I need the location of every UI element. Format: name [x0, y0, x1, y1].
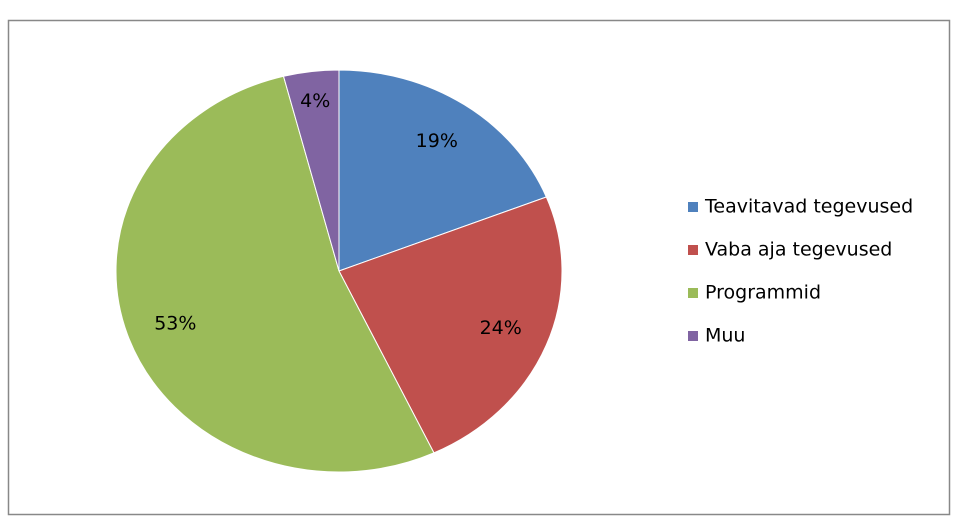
pie-slice — [338, 196, 563, 454]
legend-label: Vaba aja tegevused — [705, 239, 892, 261]
legend-swatch — [688, 202, 698, 212]
legend-label: Teavitavad tegevused — [704, 196, 913, 218]
legend-swatch — [688, 331, 698, 341]
data-label: 4% — [300, 90, 330, 112]
data-label: 53% — [154, 313, 196, 335]
pie-slice — [282, 69, 340, 272]
legend-label: Programmid — [705, 282, 821, 304]
legend-label: Muu — [705, 325, 745, 347]
data-label: 24% — [480, 317, 522, 339]
pie-slice — [115, 75, 435, 473]
data-label: 19% — [416, 130, 458, 152]
legend-swatch — [688, 245, 698, 255]
pie-slice — [338, 69, 548, 272]
legend-swatch — [688, 288, 698, 298]
